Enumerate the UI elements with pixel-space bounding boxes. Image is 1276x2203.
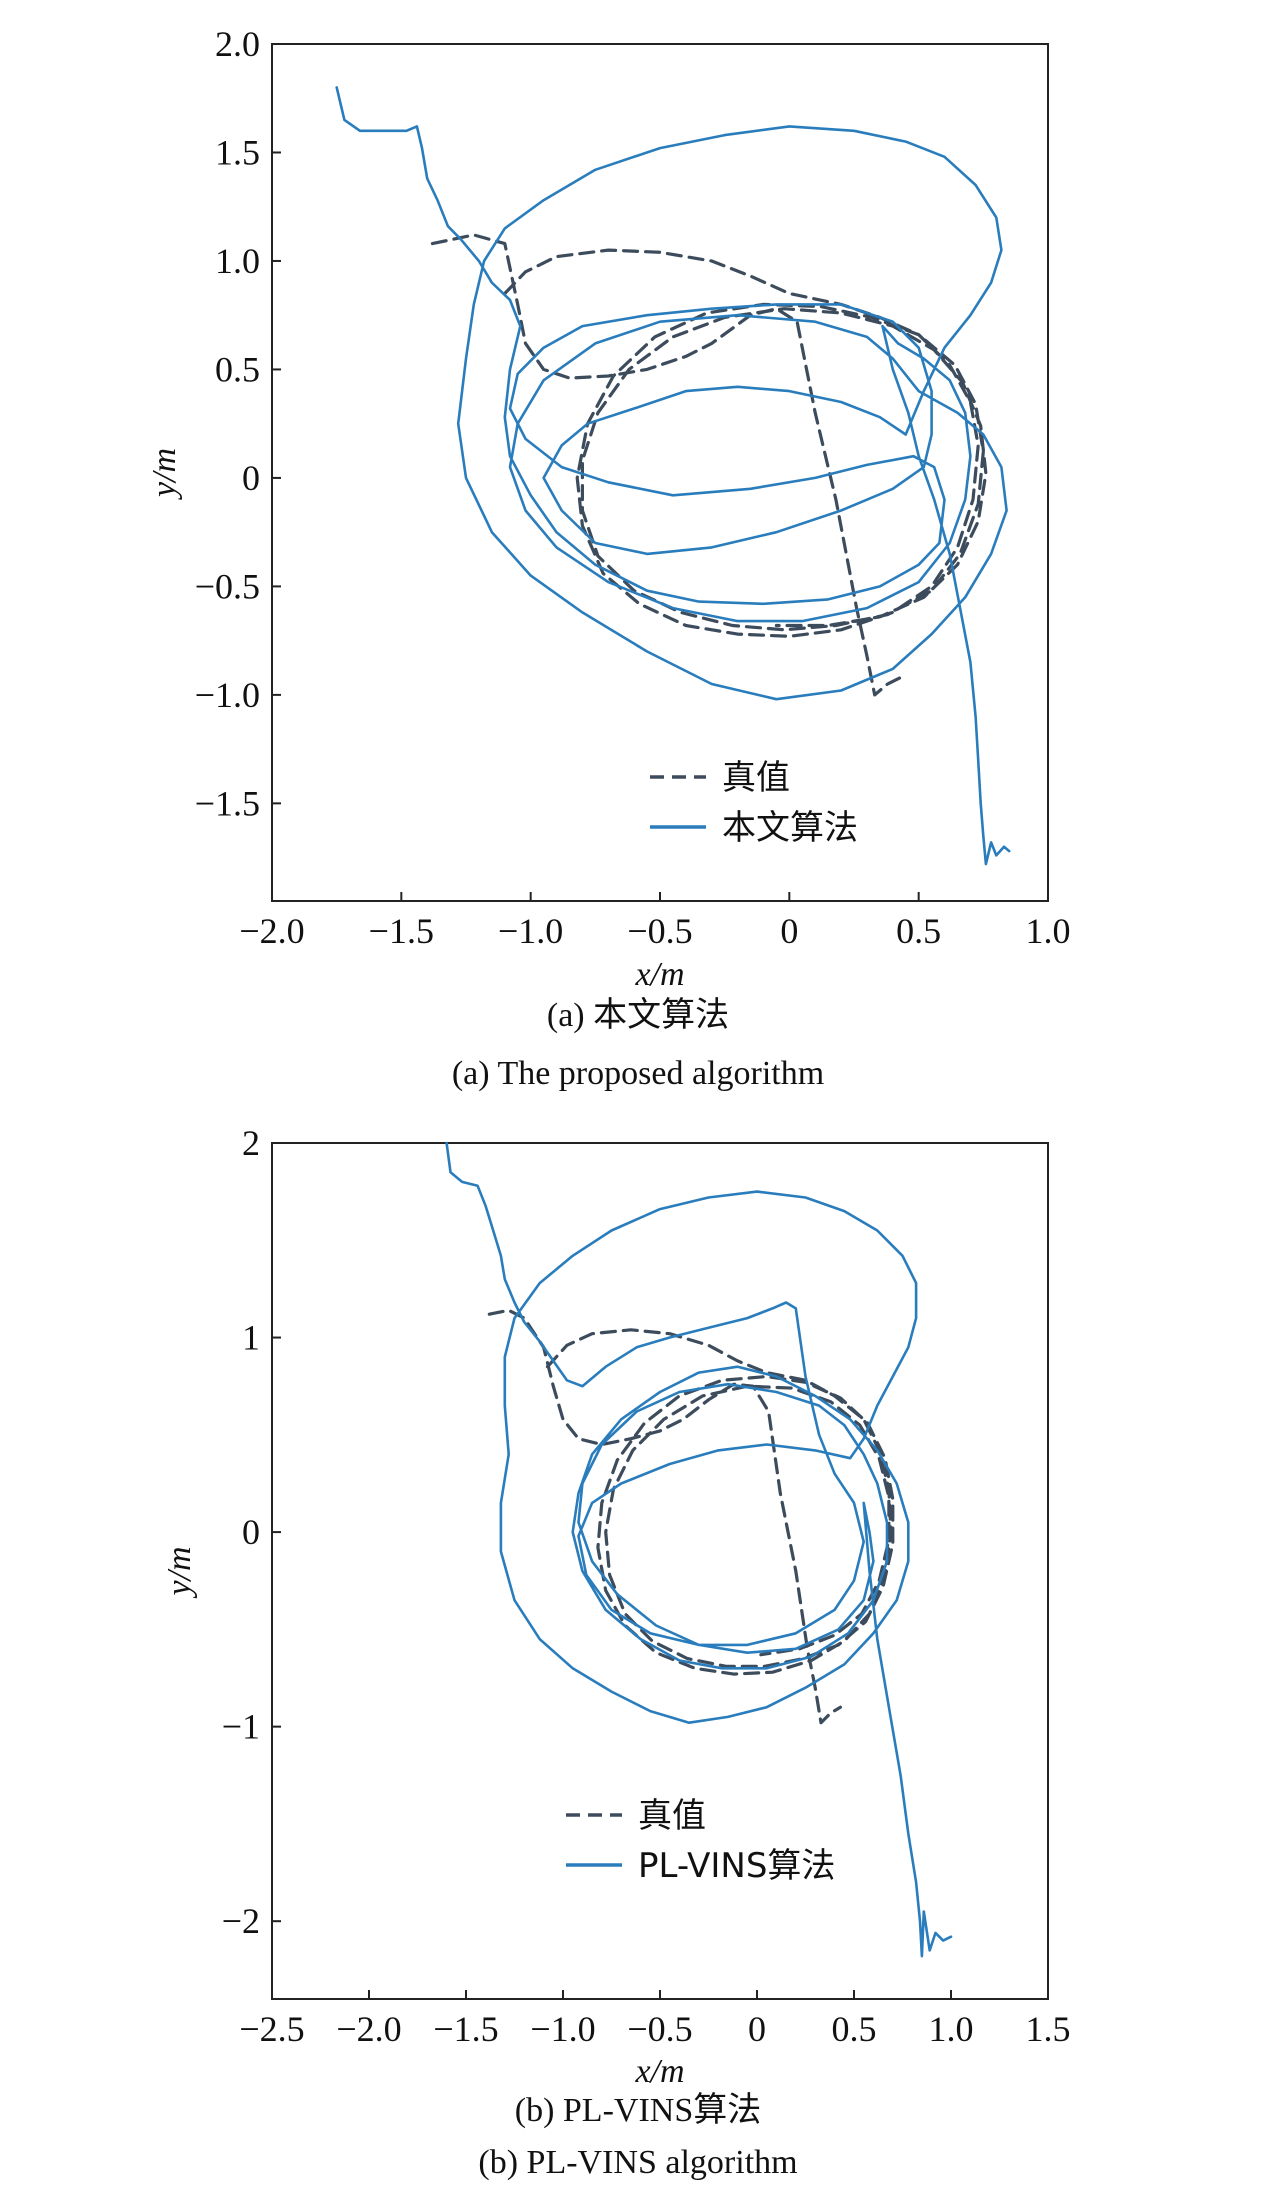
y-axis-label: y/m <box>161 1546 198 1598</box>
x-tick-label: 1.0 <box>1026 911 1071 951</box>
x-tick-label: 0 <box>748 2009 766 2049</box>
series-path <box>430 233 903 697</box>
legend-label: 本文算法 <box>722 808 858 848</box>
x-tick-label: −1.5 <box>433 2009 498 2049</box>
y-axis-label: y/m <box>146 448 183 500</box>
x-tick-label: −0.5 <box>627 911 692 951</box>
series-estimate-line <box>335 86 1011 866</box>
y-tick-label: −2 <box>222 1901 260 1941</box>
y-tick-label: −1.5 <box>195 783 260 823</box>
series-path <box>545 1328 895 1676</box>
series-path <box>503 248 988 638</box>
x-tick-label: −0.5 <box>627 2009 692 2049</box>
y-tick-label: −1 <box>222 1707 260 1747</box>
series-path <box>335 86 1011 866</box>
legend: 真值 PL-VINS算法 <box>566 1796 835 1886</box>
y-tick-label: 0.5 <box>215 349 260 389</box>
x-tick-label: −1.0 <box>530 2009 595 2049</box>
x-tick-label: 1.0 <box>929 2009 974 2049</box>
x-tick-label: 0.5 <box>896 911 941 951</box>
x-tick-label: −1.0 <box>498 911 563 951</box>
series-path <box>445 1141 953 1958</box>
chart-panel-a: −2.0 −1.5 −1.0 −0.5 0 0.5 1.0 −1.5 −1.0 −0.5 0 0.5 1… <box>146 24 1071 1092</box>
y-tick-label: 1.5 <box>215 132 260 172</box>
x-axis-label: x/m <box>634 2053 684 2090</box>
y-tick-label: 0 <box>242 458 260 498</box>
legend-label: 真值 <box>638 1796 706 1836</box>
y-tick-label: −1.0 <box>195 675 260 715</box>
x-tick-label: 0.5 <box>832 2009 877 2049</box>
y-tick-label: 2 <box>242 1123 260 1163</box>
x-tick-label: −2.5 <box>239 2009 304 2049</box>
y-tick-label: −0.5 <box>195 566 260 606</box>
x-tick-label: −2.0 <box>336 2009 401 2049</box>
x-tick-label: 1.5 <box>1026 2009 1071 2049</box>
legend-label: PL-VINS算法 <box>638 1846 835 1886</box>
legend-label: 真值 <box>722 758 790 798</box>
x-tick-label: −1.5 <box>369 911 434 951</box>
chart-panel-b: −2.5 −2.0 −1.5 −1.0 −0.5 0 0.5 1.0 1.5 −2 −1 0 1 2 x/m… <box>161 1123 1071 2181</box>
y-tick-label: 0 <box>242 1512 260 1552</box>
y-tick-label: 1 <box>242 1318 260 1358</box>
plot-frame <box>271 43 1049 902</box>
caption-zh: (b) PL-VINS算法 <box>515 2091 761 2129</box>
x-tick-label: 0 <box>780 911 798 951</box>
y-tick-label: 1.0 <box>215 241 260 281</box>
series-ground-truth-line <box>487 1308 895 1725</box>
x-tick-label: −2.0 <box>239 911 304 951</box>
series-estimate-line <box>445 1141 953 1958</box>
y-tick-label: 2.0 <box>215 24 260 64</box>
x-axis-label: x/m <box>634 956 684 993</box>
caption-en: (a) The proposed algorithm <box>452 1055 824 1092</box>
caption-en: (b) PL-VINS algorithm <box>478 2144 797 2181</box>
caption-zh: (a) 本文算法 <box>547 996 729 1034</box>
